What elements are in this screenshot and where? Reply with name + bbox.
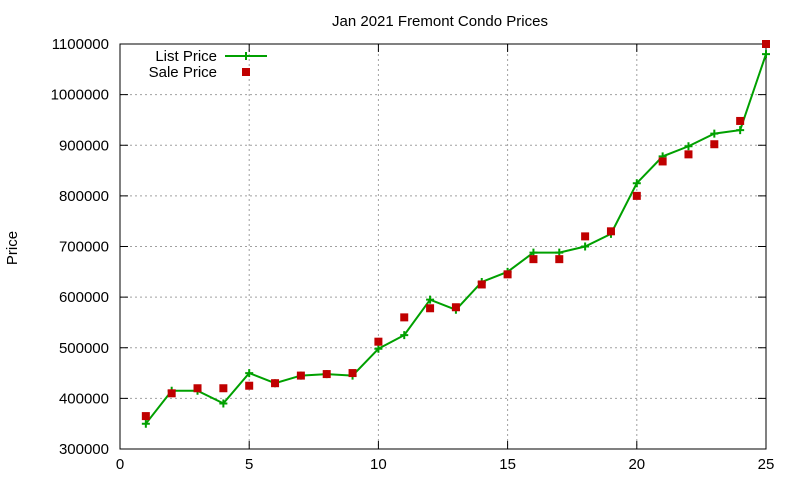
list-price-point [762, 50, 770, 59]
sale-price-point [658, 157, 667, 166]
list-price-point [219, 399, 228, 408]
list-price-point [426, 295, 435, 304]
legend-label: List Price [155, 48, 217, 65]
sale-price-point [710, 140, 719, 149]
series-list-price [141, 50, 770, 428]
sale-price-point [451, 303, 460, 312]
legend-square-marker [242, 68, 250, 76]
grid [120, 44, 766, 449]
legend-label: Sale Price [149, 64, 217, 81]
y-tick-label: 500000 [59, 340, 109, 357]
y-tick-label: 300000 [59, 441, 109, 458]
list-price-point [141, 419, 150, 428]
list-price-point [632, 179, 641, 188]
sale-price-point [632, 191, 641, 200]
sale-price-point [296, 371, 305, 380]
x-tick-label: 15 [499, 456, 516, 473]
sale-price-point [762, 40, 770, 48]
x-tick-label: 25 [758, 456, 775, 473]
sale-price-point [245, 381, 254, 390]
sale-price-point [374, 337, 383, 346]
series-sale-price [141, 40, 770, 421]
list-price-point [374, 344, 383, 353]
list-price-point [710, 129, 719, 138]
x-tick-label: 10 [370, 456, 387, 473]
x-tick-label: 5 [245, 456, 253, 473]
sale-price-point [348, 369, 357, 378]
list-price-point [245, 369, 254, 378]
y-tick-label: 400000 [59, 390, 109, 407]
sale-price-point [606, 227, 615, 236]
sale-price-point [219, 384, 228, 393]
y-axis-label: Price [4, 231, 21, 265]
sale-price-point [503, 270, 512, 279]
list-price-point [684, 142, 693, 151]
sale-price-point [193, 384, 202, 393]
sale-price-point [426, 304, 435, 313]
y-tick-label: 900000 [59, 137, 109, 154]
list-price-point [736, 126, 745, 135]
sale-price-point [477, 280, 486, 289]
sale-price-point [684, 150, 693, 159]
sale-price-point [400, 313, 409, 322]
sale-price-point [167, 389, 176, 398]
y-tick-label: 600000 [59, 289, 109, 306]
x-tick-label: 0 [116, 456, 124, 473]
legend-plus-marker [242, 52, 250, 60]
series [141, 40, 770, 428]
list-price-line [145, 53, 767, 425]
x-tick-label: 20 [628, 456, 645, 473]
sale-price-point [141, 412, 150, 421]
sale-price-point [529, 255, 538, 264]
y-tick-label: 1000000 [51, 87, 109, 104]
sale-price-point [736, 116, 745, 125]
y-tick-label: 1100000 [52, 36, 109, 53]
chart-title: Jan 2021 Fremont Condo Prices [332, 13, 548, 30]
y-tick-label: 700000 [59, 239, 109, 256]
list-price-point [400, 331, 409, 340]
axis-ticks: 0 5 10 15 20 25 300000 400000 500000 600000 700000… [51, 36, 775, 473]
sale-price-point [271, 379, 280, 388]
sale-price-point [555, 255, 564, 264]
sale-price-point [322, 370, 331, 379]
y-tick-label: 800000 [59, 188, 109, 205]
list-price-point [581, 242, 590, 251]
sale-price-point [581, 232, 590, 241]
